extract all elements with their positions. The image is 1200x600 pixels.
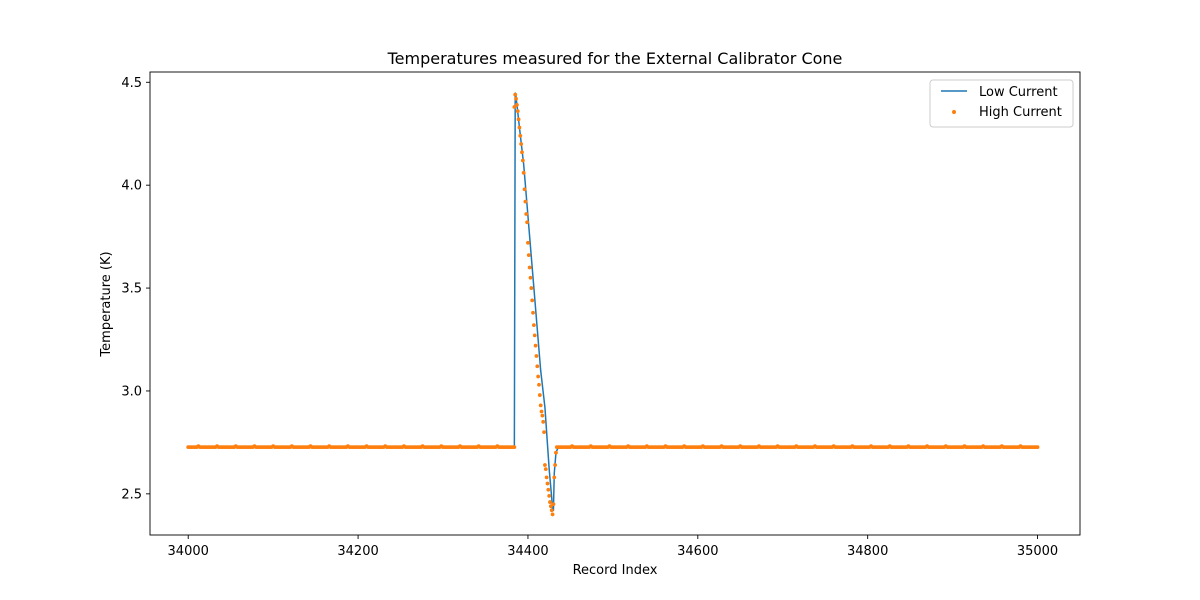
scatter-point: [533, 343, 538, 348]
scatter-point: [523, 199, 528, 204]
scatter-point: [1035, 445, 1040, 450]
axes-frame: [149, 71, 1081, 536]
scatter-point: [554, 450, 558, 455]
scatter-point: [541, 419, 546, 424]
scatter-point: [537, 393, 542, 397]
scatter-point: [519, 142, 524, 146]
scatter-point: [527, 265, 532, 270]
y-tick-label: 3.5: [121, 282, 142, 297]
scatter-point: [518, 133, 523, 138]
scatter-point: [549, 508, 554, 513]
scatter-point: [512, 445, 517, 450]
scatter-point: [514, 96, 518, 101]
axes: 34000 34200 34400 34600 34800 35000 2.5 3.0 3.5 4…: [121, 71, 1081, 559]
scatter-point: [515, 109, 520, 113]
scatter-point: [551, 502, 556, 507]
scatter-point: [546, 487, 551, 492]
x-tick-label: 34800: [847, 544, 888, 559]
scatter-point: [516, 117, 521, 122]
scatter-point: [538, 403, 543, 408]
scatter-point: [548, 504, 553, 509]
scatter-point: [553, 463, 558, 467]
scatter-point: [542, 430, 546, 435]
scatter-point: [544, 475, 549, 480]
scatter-point: [545, 481, 550, 486]
x-tick-label: 34400: [507, 544, 548, 559]
y-tick-label: 4.0: [121, 179, 142, 194]
scatter-point: [531, 323, 536, 328]
scatter-point: [548, 500, 552, 504]
y-tick-label: 3.0: [121, 384, 142, 399]
legend: Low Current High Current: [929, 79, 1074, 128]
chart-title: Temperatures measured for the External C…: [387, 49, 843, 68]
scatter-point: [517, 125, 522, 130]
scatter-point: [521, 170, 526, 175]
scatter-point: [543, 467, 548, 472]
scatter-point: [537, 382, 541, 387]
scatter-point: [529, 286, 534, 290]
scatter-point: [547, 494, 552, 498]
scatter-point: [539, 409, 544, 414]
scatter-point: [552, 475, 557, 480]
plot-area: [186, 92, 1040, 517]
x-axis-label: Record Index: [573, 563, 658, 578]
scatter-point: [522, 187, 527, 192]
y-axis-label: Temperature (K): [99, 251, 114, 357]
scatter-point: [526, 253, 531, 258]
y-tick-label: 4.5: [121, 76, 142, 91]
scatter-point: [526, 240, 530, 245]
y-tick-label: 2.5: [121, 487, 142, 502]
scatter-point: [543, 463, 547, 467]
scatter-point: [550, 512, 555, 517]
x-tick-label: 34200: [337, 544, 378, 559]
scatter-point: [520, 150, 524, 155]
scatter-point: [540, 413, 545, 418]
scatter-point: [530, 298, 535, 303]
scatter-point: [513, 92, 518, 97]
scatter-point: [531, 310, 535, 315]
x-tick-label: 35000: [1017, 544, 1058, 559]
scatter-point: [535, 364, 540, 369]
scatter-point: [525, 220, 529, 225]
legend-marker-swatch: [952, 110, 956, 114]
scatter-point: [532, 333, 537, 338]
scatter-point: [524, 212, 529, 216]
scatter-point: [534, 354, 539, 358]
scatter-point: [512, 105, 517, 109]
scatter-point: [528, 275, 533, 280]
scatter-point: [536, 374, 541, 379]
scatter-point: [515, 103, 519, 107]
x-tick-label: 34000: [168, 544, 209, 559]
x-tick-label: 34600: [677, 544, 718, 559]
legend-label-low-current: Low Current: [979, 85, 1058, 100]
scatter-point: [520, 158, 525, 163]
legend-label-high-current: High Current: [979, 105, 1062, 120]
